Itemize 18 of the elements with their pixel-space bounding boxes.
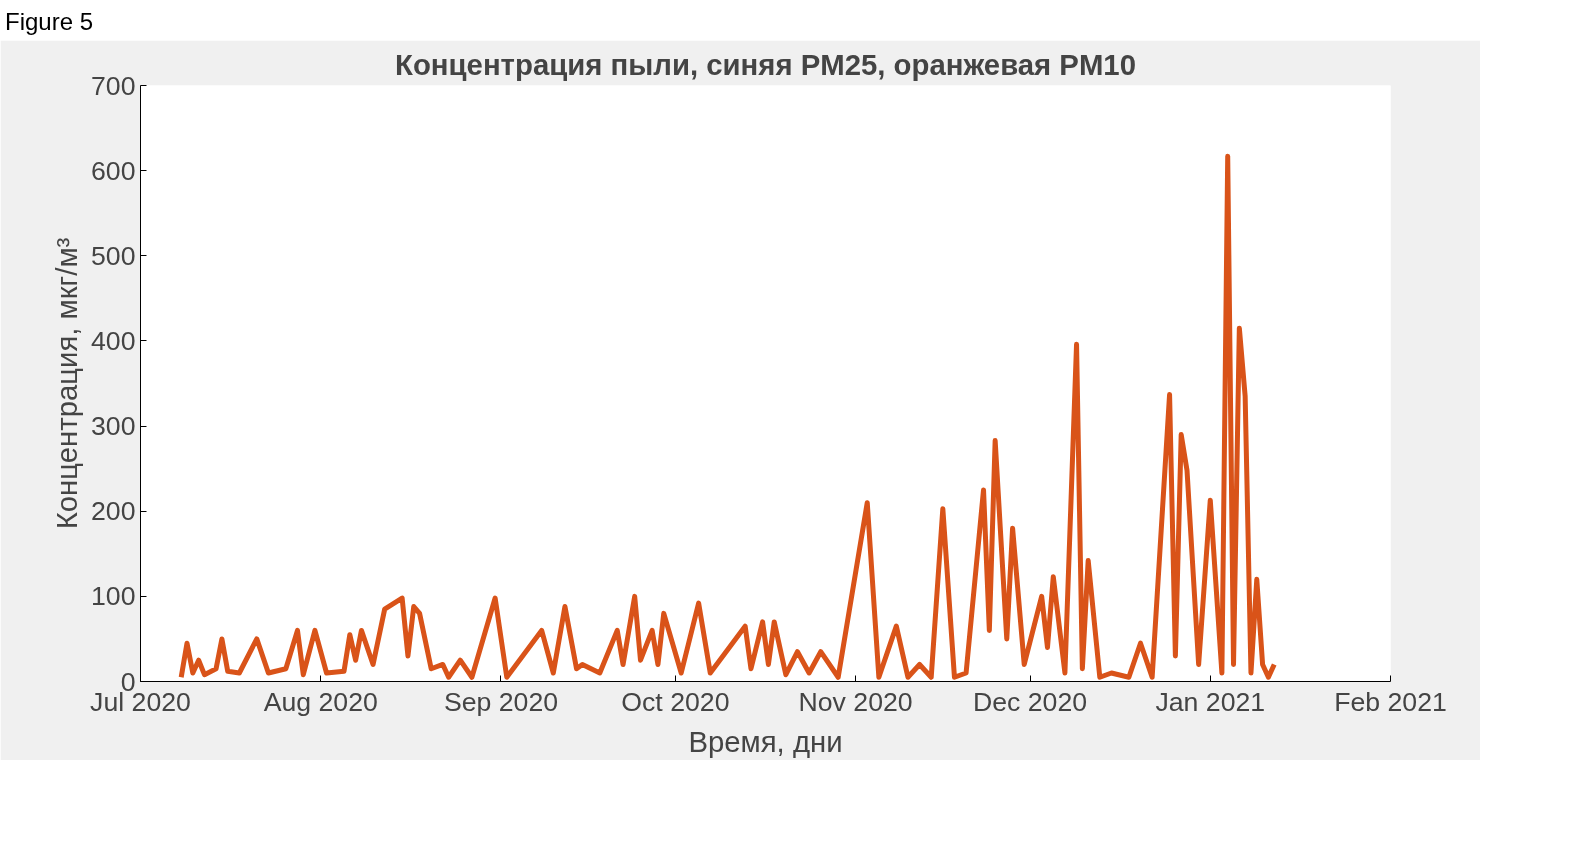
x-tick-label: Dec 2020 [972,686,1088,717]
x-tick-label: Nov 2020 [798,686,913,717]
y-tick-label: 400 [91,325,136,356]
y-tick-label: 500 [91,240,136,271]
y-tick-label: 100 [91,581,136,612]
chart-title: Концентрация пыли, синяя PM25, оранжевая PM10 [395,47,1136,81]
y-tick-label: 700 [91,70,136,101]
caption: Figure 5 [5,7,94,37]
x-tick-label: Jan 2021 [1155,686,1266,717]
y-tick-label: 600 [91,155,136,186]
y-tick-label: 300 [91,411,136,442]
x-tick-label: Oct 2020 [621,686,730,717]
x-tick-label: Feb 2021 [1334,686,1447,717]
x-axis-title: Время, дни [688,724,843,758]
x-tick-label: Aug 2020 [263,686,378,717]
y-tick-label: 200 [91,496,136,527]
x-tick-label: Sep 2020 [443,686,559,717]
y-axis-title: Концентрация, мкг/м³ [50,237,84,530]
